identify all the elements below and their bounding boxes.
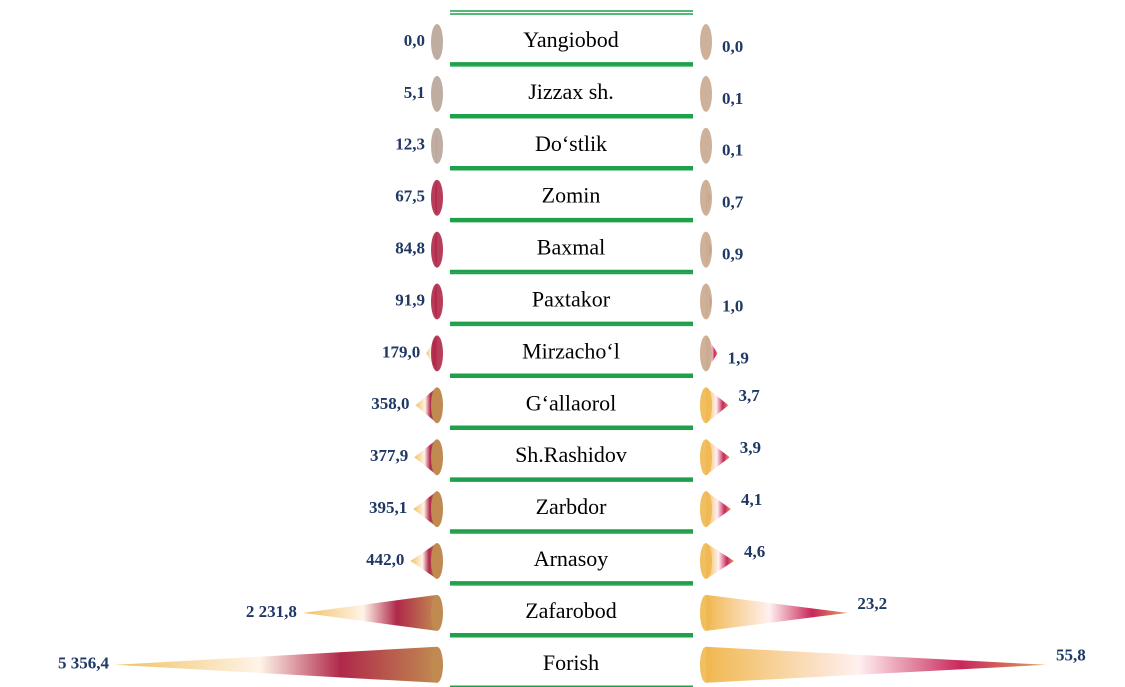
value-label: 55,8	[1056, 646, 1086, 665]
cone-base	[431, 76, 443, 112]
value-label: 1,9	[728, 348, 749, 367]
cone-base	[431, 180, 443, 216]
cone-base	[700, 180, 712, 216]
cone-base	[700, 647, 712, 683]
value-label: 4,1	[741, 490, 762, 509]
category-label: Sh.Rashidov	[515, 442, 627, 467]
cone-base	[431, 595, 443, 631]
cone-base	[700, 284, 712, 320]
category-label: G‘allaorol	[526, 390, 616, 415]
category-label: Zarbdor	[536, 494, 608, 519]
value-label: 442,0	[366, 550, 404, 569]
value-label: 23,2	[857, 594, 887, 613]
value-label: 4,6	[744, 542, 765, 561]
value-label: 12,3	[395, 135, 425, 154]
category-label: Paxtakor	[532, 287, 611, 312]
value-label: 5,1	[404, 83, 425, 102]
category-label: Forish	[543, 650, 599, 675]
category-label: Jizzax sh.	[528, 79, 614, 104]
cone-base	[431, 128, 443, 164]
value-label: 358,0	[371, 394, 409, 413]
cone-base	[700, 24, 712, 60]
cone	[706, 595, 847, 631]
cone-base	[431, 439, 443, 475]
cone-base	[700, 543, 712, 579]
cone-base	[700, 491, 712, 527]
value-label: 91,9	[395, 290, 425, 309]
cone-base	[700, 387, 712, 423]
cone-base	[700, 595, 712, 631]
value-label: 84,8	[395, 239, 425, 258]
value-label: 2 231,8	[246, 602, 297, 621]
value-label: 0,7	[722, 193, 744, 212]
value-label: 395,1	[369, 498, 407, 517]
cone-base	[431, 387, 443, 423]
cone	[115, 647, 437, 683]
chart: Yangiobod 0,0 0,0 Jizzax sh. 5,1 0,1 Do‘stlik 1…	[0, 0, 1125, 687]
cone-base	[700, 439, 712, 475]
category-label: Yangiobod	[523, 27, 619, 52]
value-label: 1,0	[722, 296, 743, 315]
value-label: 179,0	[382, 342, 420, 361]
category-label: Zomin	[542, 183, 601, 208]
cone-base	[431, 491, 443, 527]
category-label: Mirzacho‘l	[522, 338, 620, 363]
value-label: 0,0	[722, 37, 743, 56]
value-label: 377,9	[370, 446, 408, 465]
cone-base	[431, 24, 443, 60]
value-label: 0,1	[722, 89, 743, 108]
cone-base	[431, 647, 443, 683]
value-label: 67,5	[395, 187, 425, 206]
category-label: Do‘stlik	[535, 131, 607, 156]
category-label: Arnasoy	[534, 546, 609, 571]
cone-base	[431, 284, 443, 320]
cone-base	[431, 543, 443, 579]
value-label: 5 356,4	[58, 654, 110, 673]
cone-base	[431, 335, 443, 371]
value-label: 0,0	[404, 31, 425, 50]
cone-base	[700, 335, 712, 371]
cone-base	[700, 128, 712, 164]
category-label: Zafarobod	[525, 598, 617, 623]
value-label: 3,9	[740, 438, 761, 457]
cone	[706, 647, 1046, 683]
value-label: 3,7	[739, 386, 761, 405]
cone-base	[700, 76, 712, 112]
value-label: 0,9	[722, 245, 743, 264]
cone-base	[700, 232, 712, 268]
category-label: Baxmal	[537, 235, 605, 260]
value-label: 0,1	[722, 141, 743, 160]
cone-base	[431, 232, 443, 268]
cone	[303, 595, 437, 631]
